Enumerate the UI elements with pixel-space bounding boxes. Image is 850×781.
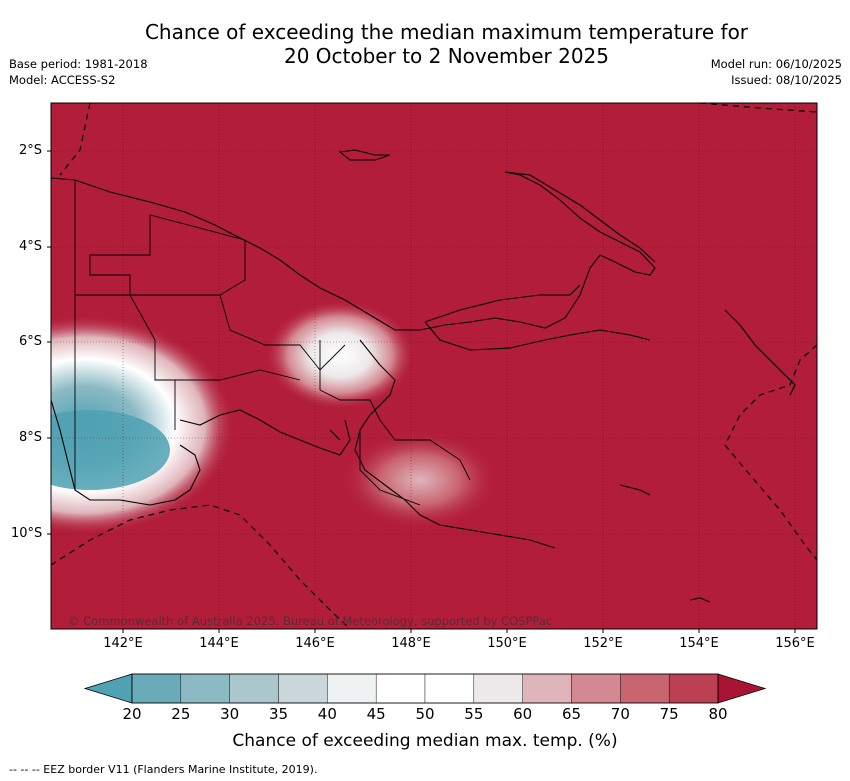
lon-label-154e: 154°E <box>679 636 719 651</box>
meta-left: Base period: 1981-2018 Model: ACCESS-S2 <box>9 56 148 88</box>
colorbar-tick-label: 50 <box>415 705 435 723</box>
colorbar-tick-label: 60 <box>513 705 533 723</box>
colorbar-tick-label: 65 <box>561 705 582 723</box>
lon-label-148e: 148°E <box>391 636 431 651</box>
colorbar-tick-label: 20 <box>122 705 142 723</box>
lon-label-144e: 144°E <box>199 636 239 651</box>
colorbar-extend-high <box>717 673 767 704</box>
eez-footnote: -- -- -- EEZ border V11 (Flanders Marine… <box>9 763 318 776</box>
chart-title: Chance of exceeding the median maximum t… <box>0 20 850 68</box>
lat-label-4s: 4°S <box>19 239 43 254</box>
colorbar-segment <box>375 673 426 704</box>
colorbar-segment <box>278 673 328 704</box>
title-line-2: 20 October to 2 November 2025 <box>283 44 610 68</box>
colorbar-tick-label: 30 <box>220 705 240 723</box>
colorbar-tick-label: 25 <box>171 705 191 723</box>
colorbar-tick-label: 45 <box>366 705 386 723</box>
issued-date: Issued: 08/10/2025 <box>731 73 842 87</box>
colorbar-segment <box>327 673 377 704</box>
lat-label-10s: 10°S <box>11 526 43 541</box>
islands-east <box>619 484 711 603</box>
colorbar-segment <box>620 673 670 704</box>
colorbar-tick-label: 70 <box>610 705 630 723</box>
title-line-1: Chance of exceeding the median maximum t… <box>144 20 749 44</box>
model-run: Model run: 06/10/2025 <box>710 57 842 71</box>
colorbar <box>83 673 767 704</box>
white-patch-central <box>265 300 415 410</box>
meta-right: Model run: 06/10/2025 Issued: 08/10/2025 <box>711 56 842 88</box>
colorbar-extend-low <box>83 673 133 704</box>
cool-core-west <box>51 410 170 490</box>
lat-ticks <box>47 150 51 535</box>
lat-label-2s: 2°S <box>19 143 43 158</box>
colorbar-segment <box>668 673 719 704</box>
new-britain <box>424 284 651 341</box>
manus-island <box>338 149 391 161</box>
model-name: Model: ACCESS-S2 <box>9 73 116 87</box>
colorbar-tick-label: 40 <box>317 705 337 723</box>
coastlines <box>51 149 796 603</box>
copyright-notice: © Commonwealth of Australia 2025, Bureau… <box>68 614 553 628</box>
colorbar-tick-label: 80 <box>708 705 728 723</box>
bougainville <box>724 309 796 396</box>
colorbar-segment <box>131 673 182 704</box>
colorbar-tick-label: 35 <box>268 705 289 723</box>
lon-label-156e: 156°E <box>775 636 815 651</box>
new-ireland <box>504 171 656 263</box>
colorbar-tick-label: 75 <box>659 705 679 723</box>
colorbar-segment <box>180 673 230 704</box>
province-borders <box>74 180 471 506</box>
colorbar-segment <box>522 673 572 704</box>
colorbar-segment <box>571 673 621 704</box>
anomaly-field <box>51 300 500 535</box>
grid-lines <box>51 103 817 629</box>
lat-label-8s: 8°S <box>19 430 43 445</box>
lon-ticks <box>122 629 796 633</box>
base-period: Base period: 1981-2018 <box>9 57 148 71</box>
eez-borders <box>51 103 817 629</box>
colorbar-segment <box>424 673 475 704</box>
pink-patch-south <box>340 430 500 530</box>
colorbar-segment <box>473 673 523 704</box>
new-guinea-coast <box>51 171 656 549</box>
colorbar-segment <box>229 673 279 704</box>
colorbar-title: Chance of exceeding median max. temp. (%… <box>232 731 618 751</box>
lat-label-6s: 6°S <box>19 334 43 349</box>
southwest-coast <box>51 399 201 506</box>
map-frame <box>50 102 818 630</box>
colorbar-frame <box>131 673 719 704</box>
colorbar-tick-label: 55 <box>464 705 484 723</box>
lon-label-142e: 142°E <box>103 636 143 651</box>
lon-label-150e: 150°E <box>487 636 527 651</box>
lon-label-146e: 146°E <box>295 636 335 651</box>
lon-label-152e: 152°E <box>583 636 623 651</box>
